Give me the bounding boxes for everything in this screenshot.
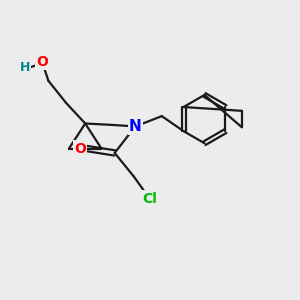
Text: O: O [37,55,49,69]
Text: Cl: Cl [142,192,158,206]
Text: O: O [74,142,86,155]
Text: H: H [20,61,30,74]
Text: N: N [129,119,142,134]
